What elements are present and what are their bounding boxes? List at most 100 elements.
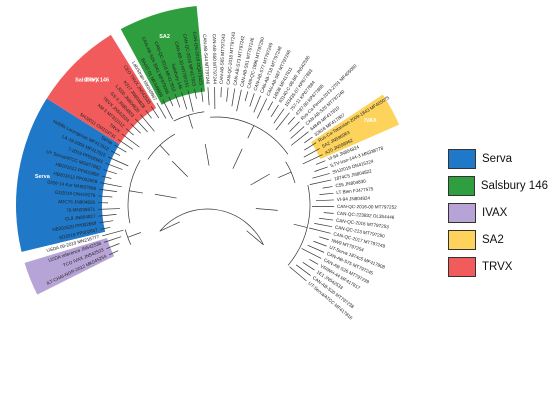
tip-branch bbox=[249, 93, 255, 107]
tip-branch bbox=[312, 173, 330, 179]
clade-stem bbox=[247, 125, 255, 139]
tip-branch bbox=[323, 212, 334, 214]
tip-label: ADC76 JN804826 bbox=[58, 199, 96, 205]
clade-arc bbox=[285, 161, 296, 184]
tip-label: CAN-QC-2018 MT797243 bbox=[226, 31, 236, 85]
internal-branch bbox=[255, 208, 278, 211]
legend-item-ivax: IVAX bbox=[448, 201, 548, 225]
tip-branch bbox=[315, 199, 334, 202]
legend-label-salsbury-146: Salsbury 146 bbox=[480, 180, 548, 192]
tip-branch bbox=[295, 264, 311, 276]
clade-stem bbox=[159, 144, 170, 156]
internal-branch bbox=[171, 160, 188, 177]
tip-label: CL9 JN804827 bbox=[65, 214, 96, 222]
clade-sector-salsbury-146 bbox=[120, 5, 205, 105]
tip-branch bbox=[187, 90, 194, 112]
tip-branch bbox=[304, 142, 317, 151]
tip-branch bbox=[307, 244, 325, 253]
tip-branch bbox=[291, 131, 309, 146]
tip-branch bbox=[101, 175, 112, 179]
tip-branch bbox=[156, 102, 167, 119]
legend-swatch-sa2 bbox=[448, 230, 476, 250]
tip-branch bbox=[313, 240, 327, 247]
tip-branch bbox=[226, 87, 229, 102]
tip-branch bbox=[200, 87, 204, 102]
tip-label: GD2019 ON419276 bbox=[55, 190, 96, 198]
legend-item-sa2: SA2 bbox=[448, 228, 548, 252]
legend-item-salsbury-146: Salsbury 146 bbox=[448, 174, 548, 198]
legend-label-sa2: SA2 bbox=[482, 234, 504, 246]
tip-branch bbox=[319, 236, 329, 241]
tip-branch bbox=[256, 98, 268, 119]
tip-branch bbox=[287, 116, 295, 125]
tip-branch bbox=[315, 160, 326, 165]
tip-label: CAN-AB-S65 MT797243 bbox=[219, 33, 226, 84]
tip-label: 79 MN335871 bbox=[66, 207, 95, 213]
tip-label: HB201620 PP002659 bbox=[52, 220, 97, 232]
tip-label: TRVX bbox=[108, 123, 121, 134]
internal-branch bbox=[204, 143, 210, 166]
tip-branch bbox=[102, 229, 124, 237]
legend-swatch-ivax bbox=[448, 203, 476, 223]
tip-branch bbox=[270, 104, 279, 117]
tip-branch bbox=[319, 192, 334, 195]
tip-branch bbox=[231, 88, 236, 107]
tip-branch bbox=[114, 144, 127, 153]
tip-branch bbox=[322, 186, 333, 189]
clade-sector-ivax bbox=[24, 238, 115, 295]
clade-stem bbox=[129, 190, 144, 194]
tip-branch bbox=[181, 92, 188, 110]
clade-arc bbox=[209, 116, 289, 155]
tip-branch bbox=[309, 227, 331, 234]
tip-branch bbox=[130, 123, 141, 134]
clade-stem bbox=[188, 115, 193, 129]
clade-stem bbox=[127, 232, 141, 238]
tip-label: LT Blen FJ477575 bbox=[336, 186, 374, 195]
tip-branch bbox=[117, 139, 134, 150]
clade-sector-trvx bbox=[46, 34, 157, 145]
tip-branch bbox=[150, 106, 160, 119]
clade-label-trvx: Salsbury 146 bbox=[75, 77, 109, 83]
internal-branch bbox=[246, 230, 264, 246]
tip-branch bbox=[106, 243, 120, 250]
legend-label-ivax: IVAX bbox=[482, 207, 508, 219]
tip-branch bbox=[98, 208, 121, 210]
tip-branch bbox=[140, 114, 155, 132]
legend-label-serva: Serva bbox=[482, 153, 513, 165]
tip-branch bbox=[290, 126, 305, 139]
tip-branch bbox=[105, 162, 123, 170]
tip-label: CAN-AB-S50 MT797244 bbox=[212, 34, 218, 85]
tip-label: Serva bbox=[100, 135, 113, 146]
tip-branch bbox=[314, 166, 328, 172]
tip-branch bbox=[267, 101, 274, 111]
tip-branch bbox=[207, 87, 210, 106]
clade-stem bbox=[293, 223, 308, 228]
tip-branch bbox=[244, 91, 249, 102]
internal-branch bbox=[250, 173, 270, 186]
tip-branch bbox=[253, 95, 261, 113]
tip-branch bbox=[135, 118, 148, 133]
tip-branch bbox=[273, 108, 285, 124]
tip-label: CAN-QC-223832 OL354446 bbox=[337, 211, 395, 220]
tip-branch bbox=[174, 94, 181, 108]
tip-branch bbox=[103, 236, 122, 243]
clade-label-serva: Serva bbox=[35, 174, 51, 180]
tip-label: CAN-QC-2016-00 MT797252 bbox=[337, 204, 397, 210]
internal-branch bbox=[232, 148, 243, 169]
tip-label: C55 JN804830 bbox=[335, 178, 366, 188]
root-arc bbox=[159, 208, 264, 246]
tip-label: 0206-14 Kor MH937566 bbox=[47, 180, 97, 192]
tip-branch bbox=[100, 226, 111, 230]
tip-label: CAN-ON-2018 OQ073423 bbox=[192, 31, 204, 85]
tip-branch bbox=[100, 182, 122, 188]
tip-branch bbox=[125, 128, 134, 136]
tip-branch bbox=[98, 214, 117, 217]
tip-branch bbox=[194, 88, 197, 99]
tip-branch bbox=[303, 148, 320, 158]
legend-item-serva: Serva bbox=[448, 147, 548, 171]
clade-sector-sa2 bbox=[311, 94, 400, 160]
tip-branch bbox=[289, 266, 307, 282]
tip-branch bbox=[99, 188, 117, 193]
legend-swatch-serva bbox=[448, 149, 476, 169]
tip-branch bbox=[275, 112, 290, 131]
